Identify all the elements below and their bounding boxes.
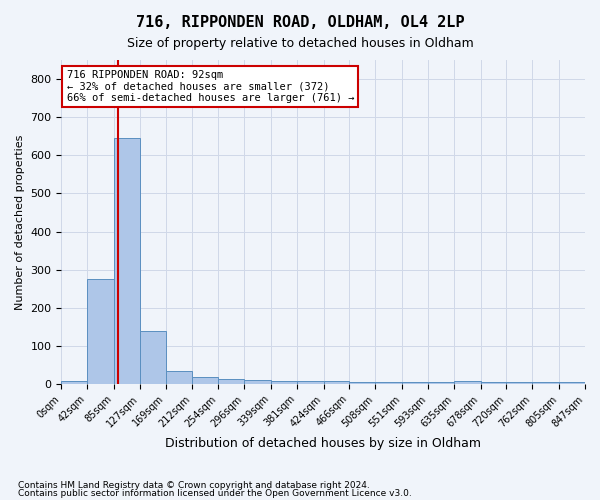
Bar xyxy=(428,382,454,384)
Text: 716 RIPPONDEN ROAD: 92sqm
← 32% of detached houses are smaller (372)
66% of semi: 716 RIPPONDEN ROAD: 92sqm ← 32% of detac… xyxy=(67,70,354,103)
Bar xyxy=(114,138,140,384)
X-axis label: Distribution of detached houses by size in Oldham: Distribution of detached houses by size … xyxy=(165,437,481,450)
Bar xyxy=(166,370,193,384)
Text: 716, RIPPONDEN ROAD, OLDHAM, OL4 2LP: 716, RIPPONDEN ROAD, OLDHAM, OL4 2LP xyxy=(136,15,464,30)
Text: Size of property relative to detached houses in Oldham: Size of property relative to detached ho… xyxy=(127,38,473,51)
Text: Contains HM Land Registry data © Crown copyright and database right 2024.: Contains HM Land Registry data © Crown c… xyxy=(18,481,370,490)
Bar xyxy=(349,382,376,384)
Bar xyxy=(532,382,559,384)
Bar xyxy=(88,279,114,384)
Bar xyxy=(244,380,271,384)
Bar xyxy=(271,381,297,384)
Y-axis label: Number of detached properties: Number of detached properties xyxy=(15,134,25,310)
Bar xyxy=(218,380,244,384)
Bar xyxy=(323,381,349,384)
Bar xyxy=(140,330,166,384)
Bar xyxy=(61,381,88,384)
Bar xyxy=(506,382,532,384)
Bar xyxy=(376,382,402,384)
Bar xyxy=(297,381,323,384)
Bar xyxy=(454,381,481,384)
Bar xyxy=(402,382,428,384)
Text: Contains public sector information licensed under the Open Government Licence v3: Contains public sector information licen… xyxy=(18,488,412,498)
Bar xyxy=(559,382,585,384)
Bar xyxy=(481,382,506,384)
Bar xyxy=(193,377,218,384)
